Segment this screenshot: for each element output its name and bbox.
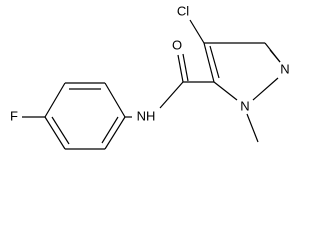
atom-label: N	[280, 61, 289, 76]
bond	[189, 19, 205, 44]
bond	[159, 81, 184, 109]
bond	[182, 53, 189, 82]
bond	[203, 42, 215, 83]
bond	[252, 77, 279, 101]
bond	[246, 113, 259, 143]
bond	[269, 49, 281, 63]
bond	[104, 116, 126, 150]
bond	[44, 116, 66, 150]
bond	[104, 82, 126, 118]
bond	[177, 54, 184, 83]
atom-label: F	[10, 108, 18, 123]
atom-label: NH	[137, 108, 156, 123]
molecule: Cl O NH N N F	[10, 3, 290, 150]
bond	[44, 82, 66, 118]
atom-label: O	[172, 37, 182, 52]
bond	[213, 81, 238, 101]
atom-label: Cl	[177, 3, 189, 18]
bond	[51, 116, 70, 145]
bond	[209, 45, 220, 79]
atom-label: N	[240, 98, 249, 113]
bonds	[22, 19, 281, 150]
bond	[101, 116, 119, 144]
